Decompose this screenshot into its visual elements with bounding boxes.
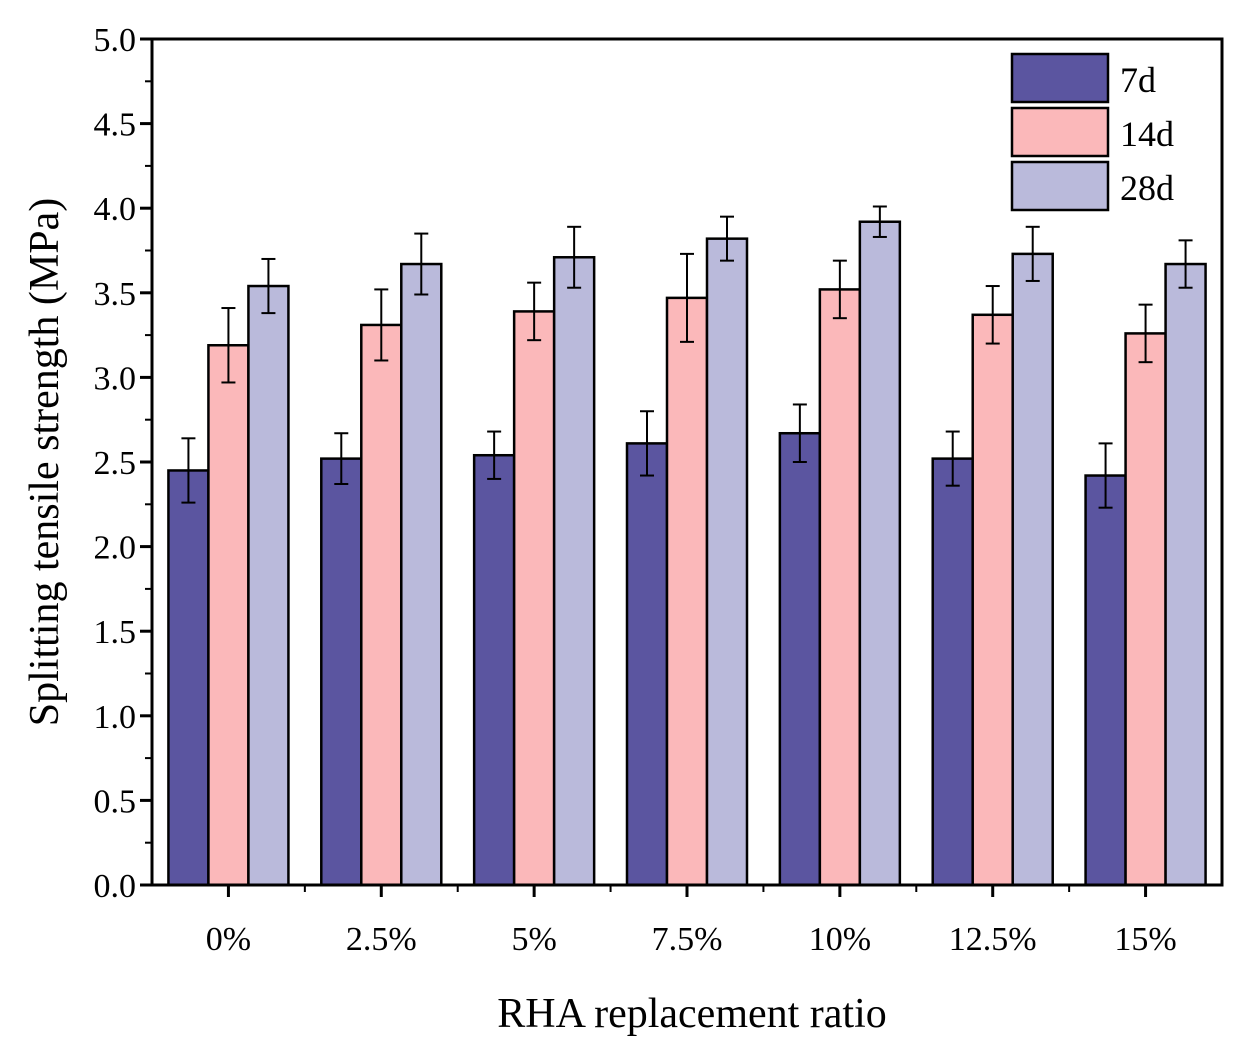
bar-28d-7.5% xyxy=(705,237,749,887)
y-tick-label: 4.0 xyxy=(94,191,137,228)
bar-28d-15% xyxy=(1164,262,1207,887)
x-tick-label: 0% xyxy=(206,921,251,958)
legend-label-7d: 7d xyxy=(1120,60,1156,100)
bar-7d-2.5% xyxy=(320,457,363,887)
x-ticks: 0% 2.5% 5% 7.5% 10% 12.5% 15% xyxy=(206,885,1177,958)
y-tick-label: 1.5 xyxy=(94,614,137,651)
bar-14d-7.5% xyxy=(665,296,709,887)
legend-label-28d: 28d xyxy=(1120,168,1174,208)
bar-28d-2.5% xyxy=(400,262,443,887)
bar-7d-5% xyxy=(472,453,516,887)
y-tick-label: 1.0 xyxy=(94,699,137,736)
x-tick-label: 7.5% xyxy=(652,921,723,958)
x-tick-label: 2.5% xyxy=(346,921,417,958)
bar-7d-10% xyxy=(778,431,822,887)
x-axis-title: RHA replacement ratio xyxy=(497,991,887,1037)
bar-14d-2.5% xyxy=(360,323,403,887)
bar-7d-12.5% xyxy=(931,457,974,887)
y-axis-title: Splitting tensile strength (MPa) xyxy=(22,198,68,726)
y-tick-label: 3.0 xyxy=(94,360,137,397)
legend: 7d 14d 28d xyxy=(1010,52,1174,212)
x-tick-label: 10% xyxy=(809,921,871,958)
error-bars-layer xyxy=(181,205,1193,509)
y-tick-label: 0.0 xyxy=(94,868,137,905)
x-tick-label: 12.5% xyxy=(949,921,1037,958)
y-ticks: 0.0 0.5 1.0 1.5 2.0 2.5 3.0 3.5 4.0 4.5 5.0 xyxy=(94,22,152,905)
bar-7d-7.5% xyxy=(625,442,669,887)
bar-14d-5% xyxy=(512,310,556,887)
bar-28d-0% xyxy=(247,284,290,887)
y-tick-label: 5.0 xyxy=(94,22,137,59)
bar-28d-12.5% xyxy=(1011,252,1054,887)
y-tick-label: 0.5 xyxy=(94,783,137,820)
legend-swatch-14d xyxy=(1010,106,1110,158)
bar-14d-0% xyxy=(207,344,250,887)
legend-swatch-28d xyxy=(1010,160,1110,212)
y-tick-label: 4.5 xyxy=(94,107,137,144)
legend-label-14d: 14d xyxy=(1120,114,1174,154)
bar-7d-15% xyxy=(1084,474,1127,887)
x-tick-label: 5% xyxy=(511,921,556,958)
bar-7d-0% xyxy=(167,469,210,887)
bar-14d-12.5% xyxy=(971,313,1014,887)
bar-28d-5% xyxy=(552,256,596,887)
y-tick-label: 3.5 xyxy=(94,276,137,313)
x-tick-label: 15% xyxy=(1114,921,1176,958)
bar-14d-15% xyxy=(1124,332,1167,887)
bar-14d-10% xyxy=(818,288,862,887)
y-tick-label: 2.5 xyxy=(94,445,137,482)
legend-swatch-7d xyxy=(1010,52,1110,104)
y-tick-label: 2.0 xyxy=(94,530,137,567)
bar-28d-10% xyxy=(858,220,902,887)
